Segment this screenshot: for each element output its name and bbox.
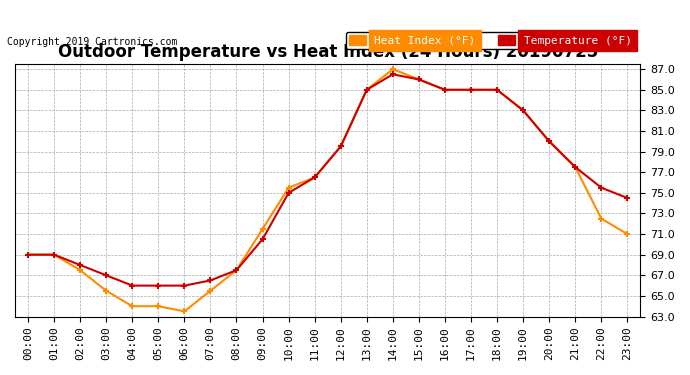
Title: Outdoor Temperature vs Heat Index (24 Hours) 20190725: Outdoor Temperature vs Heat Index (24 Ho…: [57, 43, 598, 61]
Text: Copyright 2019 Cartronics.com: Copyright 2019 Cartronics.com: [7, 37, 177, 47]
Legend: Heat Index (°F), Temperature (°F): Heat Index (°F), Temperature (°F): [346, 32, 635, 49]
